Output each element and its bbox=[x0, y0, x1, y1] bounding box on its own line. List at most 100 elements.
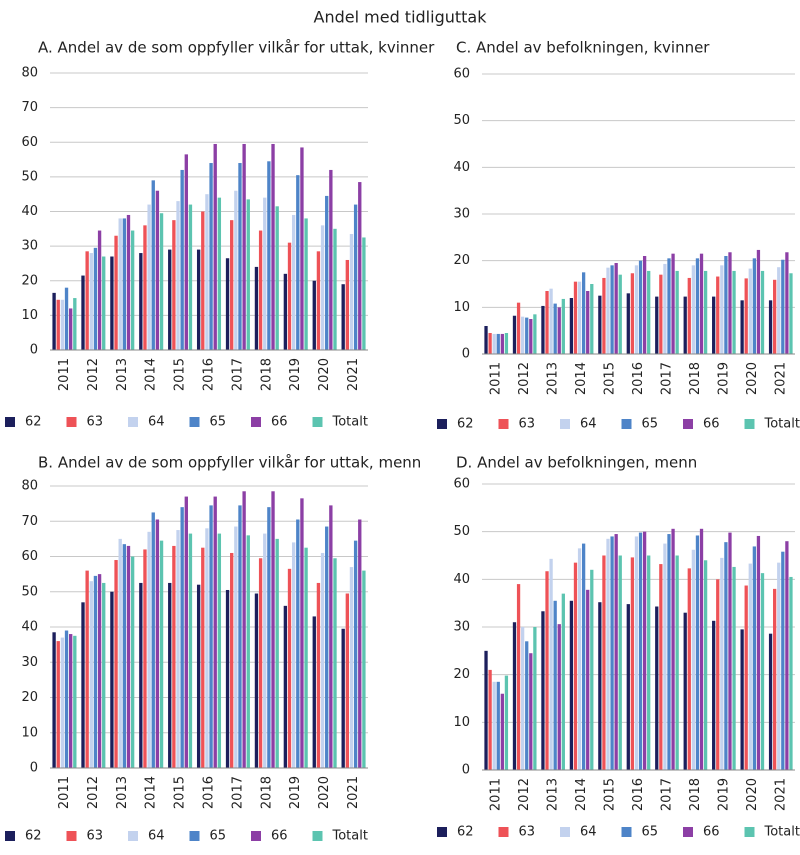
bar bbox=[213, 143, 217, 350]
bar bbox=[512, 622, 517, 770]
x-tick-label: 2021 bbox=[346, 358, 361, 391]
bar bbox=[217, 197, 222, 350]
bar bbox=[263, 197, 267, 350]
bar bbox=[699, 253, 704, 354]
bar bbox=[545, 571, 549, 770]
bar bbox=[667, 534, 671, 770]
bar bbox=[569, 298, 574, 354]
bar bbox=[362, 237, 366, 350]
bar bbox=[196, 249, 201, 350]
bar bbox=[521, 316, 525, 354]
bar bbox=[610, 536, 614, 770]
y-tick-label: 50 bbox=[21, 169, 38, 184]
bar bbox=[139, 253, 143, 350]
bar bbox=[598, 602, 602, 770]
legend-swatch bbox=[437, 827, 447, 837]
bar bbox=[151, 512, 155, 768]
y-tick-label: 40 bbox=[453, 572, 470, 587]
bar bbox=[304, 547, 308, 768]
bar bbox=[291, 214, 296, 350]
bar bbox=[271, 143, 275, 350]
bar bbox=[789, 273, 793, 354]
y-tick-label: 70 bbox=[21, 514, 38, 529]
bar bbox=[500, 693, 504, 770]
legend-label: 65 bbox=[642, 825, 659, 840]
bar bbox=[68, 308, 73, 350]
x-tick-label: 2018 bbox=[259, 358, 274, 391]
bar bbox=[573, 281, 578, 354]
bar bbox=[691, 549, 696, 770]
legend-swatch bbox=[66, 831, 77, 841]
y-tick-label: 60 bbox=[453, 477, 470, 492]
bar bbox=[56, 641, 60, 768]
bar bbox=[201, 547, 205, 768]
x-tick-label: 2020 bbox=[317, 776, 332, 809]
bar bbox=[196, 584, 201, 768]
legend-swatch bbox=[128, 831, 138, 841]
bar bbox=[325, 195, 329, 350]
bar bbox=[168, 249, 172, 350]
bar bbox=[341, 284, 345, 350]
bar bbox=[155, 190, 160, 350]
legend-swatch bbox=[498, 419, 509, 429]
bar bbox=[716, 276, 720, 354]
bar bbox=[712, 296, 716, 354]
bar bbox=[756, 535, 761, 770]
bar bbox=[209, 505, 213, 768]
bar bbox=[781, 551, 785, 770]
legend-swatch bbox=[560, 827, 570, 837]
bar bbox=[744, 278, 748, 354]
x-tick-label: 2017 bbox=[230, 358, 245, 391]
bar bbox=[614, 534, 618, 770]
bar bbox=[529, 653, 533, 770]
bar bbox=[110, 256, 114, 350]
bar bbox=[484, 326, 488, 354]
legend-swatch bbox=[437, 419, 447, 429]
bar bbox=[341, 628, 345, 768]
x-tick-label: 2016 bbox=[202, 776, 217, 809]
x-tick-label: 2016 bbox=[202, 358, 217, 391]
bar bbox=[205, 194, 209, 350]
bar bbox=[271, 491, 275, 768]
legend-swatch bbox=[5, 831, 15, 841]
bar bbox=[655, 606, 659, 770]
bar bbox=[785, 541, 789, 770]
x-tick-label: 2018 bbox=[259, 776, 274, 809]
bar bbox=[73, 298, 77, 350]
legend-swatch bbox=[683, 827, 693, 837]
legend-label: Totalt bbox=[332, 415, 368, 430]
bar bbox=[263, 533, 267, 768]
x-tick-label: 2014 bbox=[144, 358, 159, 391]
legend-label: 63 bbox=[87, 829, 104, 844]
bar bbox=[728, 532, 732, 770]
bar bbox=[353, 204, 358, 350]
bar bbox=[246, 535, 250, 768]
bar bbox=[296, 175, 300, 350]
bar bbox=[275, 206, 279, 350]
legend-label: 66 bbox=[703, 417, 720, 432]
legend-label: 65 bbox=[210, 829, 227, 844]
bar bbox=[728, 252, 732, 354]
bar bbox=[312, 280, 316, 350]
bar bbox=[242, 491, 246, 768]
bar bbox=[89, 581, 93, 768]
x-tick-label: 2017 bbox=[659, 778, 674, 811]
bar bbox=[789, 576, 793, 770]
bar bbox=[716, 579, 720, 770]
bar bbox=[626, 604, 630, 770]
bar bbox=[258, 558, 263, 768]
bar bbox=[740, 300, 744, 354]
bar bbox=[606, 538, 610, 770]
bar bbox=[521, 627, 525, 770]
bar bbox=[180, 507, 184, 768]
y-tick-label: 70 bbox=[21, 100, 38, 115]
bar bbox=[291, 542, 296, 768]
legend-swatch bbox=[560, 419, 570, 429]
bar bbox=[569, 600, 574, 770]
y-tick-label: 20 bbox=[453, 667, 470, 682]
x-tick-label: 2014 bbox=[574, 362, 589, 395]
bar bbox=[147, 204, 151, 350]
x-tick-label: 2015 bbox=[173, 776, 188, 809]
bar bbox=[533, 314, 537, 354]
